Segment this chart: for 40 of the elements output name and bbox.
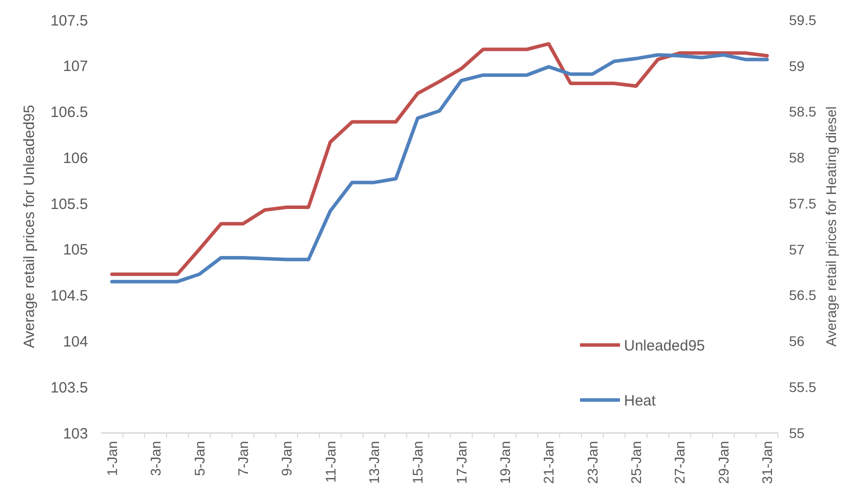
y2-tick-label: 57	[789, 241, 805, 258]
y-tick-label: 107.5	[50, 12, 88, 30]
x-tick-label: 29-Jan	[715, 441, 732, 484]
y2-tick-label: 58.5	[789, 104, 816, 120]
y-tick-label: 107	[62, 58, 88, 76]
y2-tick-label: 56.5	[789, 287, 816, 304]
y-tick-label: 106.5	[50, 104, 88, 122]
y2-tick-label: 55.5	[789, 379, 816, 396]
y2-tick-label: 59.5	[789, 12, 816, 28]
x-tick-label: 9-Jan	[278, 441, 295, 476]
x-tick-label: 23-Jan	[584, 441, 600, 484]
x-tick-label: 31-Jan	[759, 441, 776, 484]
y2-tick-label: 56	[789, 333, 805, 350]
y2-tick-label: 55	[789, 424, 805, 441]
x-tick-label: 17-Jan	[453, 441, 470, 484]
x-tick-label: 7-Jan	[234, 441, 251, 476]
y-tick-label: 105	[62, 242, 88, 259]
x-tick-label: 11-Jan	[322, 441, 338, 483]
x-tick-label: 27-Jan	[672, 441, 688, 484]
x-tick-label: 21-Jan	[540, 441, 557, 484]
y-tick-label: 103	[62, 425, 88, 442]
y-tick-label: 104	[62, 333, 88, 350]
y2-axis-title: Average retail prices for Heating diesel	[823, 106, 839, 347]
y-axis-title: Average retail prices for Unleaded95	[21, 104, 38, 348]
legend-label: Heat	[624, 392, 657, 410]
x-tick-label: 13-Jan	[366, 441, 382, 484]
y2-tick-label: 58	[789, 150, 805, 166]
x-tick-label: 5-Jan	[191, 441, 208, 476]
y-tick-label: 106	[62, 150, 88, 167]
y-tick-label: 104.5	[50, 288, 88, 305]
y-tick-label: 103.5	[50, 379, 88, 396]
x-tick-label: 15-Jan	[410, 441, 426, 484]
y2-tick-label: 59	[789, 58, 805, 74]
x-tick-label: 1-Jan	[104, 441, 120, 476]
x-tick-label: 19-Jan	[497, 441, 514, 484]
y2-tick-label: 57.5	[789, 195, 816, 212]
x-tick-label: 25-Jan	[628, 441, 644, 484]
x-tick-label: 3-Jan	[148, 441, 164, 476]
legend-label: Unleaded95	[624, 337, 705, 354]
y-tick-label: 105.5	[50, 196, 88, 213]
